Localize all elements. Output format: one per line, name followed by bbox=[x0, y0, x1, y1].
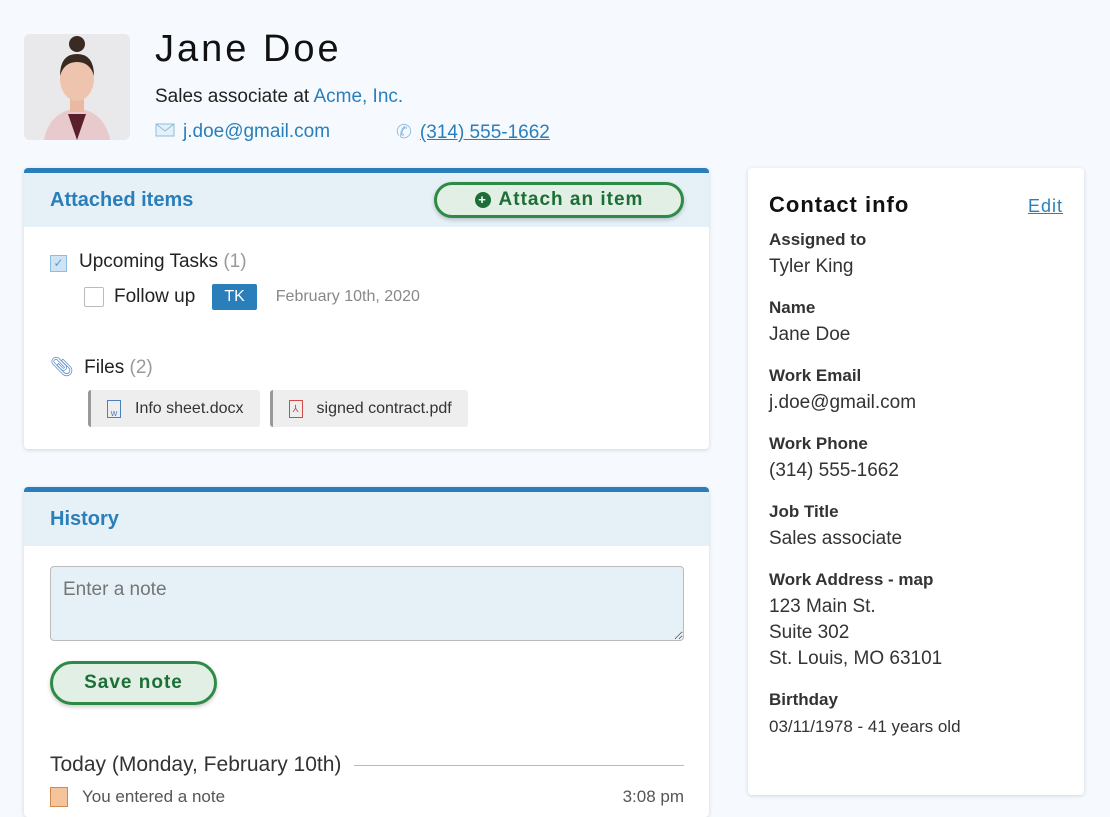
field-value: Sales associate bbox=[769, 528, 903, 549]
save-note-label: Save note bbox=[84, 672, 183, 693]
file-list: w Info sheet.docx ⅄ signed contract.pdf bbox=[88, 390, 468, 427]
field-label: Name bbox=[769, 298, 816, 317]
contact-name: Jane Doe bbox=[155, 28, 342, 70]
task-label: Follow up bbox=[114, 286, 196, 307]
field-value: (314) 555-1662 bbox=[769, 460, 899, 481]
assignee-badge: TK bbox=[212, 284, 257, 310]
contact-info-card: Contact info Edit Assigned to Tyler King … bbox=[748, 168, 1084, 795]
edit-link[interactable]: Edit bbox=[1027, 196, 1063, 216]
tasks-label: Upcoming Tasks bbox=[79, 251, 219, 272]
field-value: j.doe@gmail.com bbox=[769, 392, 917, 413]
phone-icon: ✆ bbox=[396, 122, 412, 143]
field-value: Jane Doe bbox=[769, 324, 851, 345]
task-checkbox[interactable] bbox=[84, 287, 104, 307]
address-line: Suite 302 bbox=[769, 622, 850, 643]
field-label: Assigned to bbox=[769, 230, 867, 249]
day-heading-text: Today (Monday, February 10th) bbox=[50, 753, 342, 776]
phone-text[interactable]: (314) 555-1662 bbox=[419, 122, 550, 143]
contact-info-header: Contact info Edit bbox=[769, 192, 1063, 218]
history-entry: You entered a note 3:08 pm bbox=[50, 787, 684, 807]
history-card: History Save note Today (Monday, Februar… bbox=[24, 487, 709, 817]
email-text[interactable]: j.doe@gmail.com bbox=[183, 121, 331, 142]
contact-info-title: Contact info bbox=[769, 192, 910, 217]
envelope-icon bbox=[155, 123, 175, 137]
email-link[interactable]: j.doe@gmail.com bbox=[155, 121, 330, 143]
pdf-icon: ⅄ bbox=[288, 399, 303, 418]
attached-items-header: Attached items + Attach an item bbox=[24, 173, 709, 227]
file-name: signed contract.pdf bbox=[316, 399, 452, 417]
field-value: 03/11/1978 - 41 years old bbox=[769, 717, 961, 736]
company-link[interactable]: Acme, Inc. bbox=[313, 86, 404, 107]
attached-items-title: Attached items bbox=[50, 188, 194, 211]
files-count: (2) bbox=[129, 357, 153, 378]
word-doc-icon: w bbox=[107, 399, 121, 418]
file-name: Info sheet.docx bbox=[135, 399, 244, 417]
job-line: Sales associate at Acme, Inc. bbox=[155, 86, 403, 108]
field-label[interactable]: Work Address - map bbox=[769, 570, 934, 589]
plus-circle-icon: + bbox=[474, 192, 491, 208]
attached-items-card: Attached items + Attach an item ✓ Upcoming… bbox=[24, 168, 709, 449]
paperclip-icon: 📎︎ bbox=[50, 357, 75, 378]
entry-time: 3:08 pm bbox=[622, 787, 684, 806]
phone-link[interactable]: ✆ (314) 555-1662 bbox=[396, 121, 550, 144]
attach-item-label: Attach an item bbox=[498, 189, 644, 210]
files-label: Files bbox=[84, 357, 125, 378]
avatar bbox=[24, 34, 130, 140]
note-input[interactable] bbox=[50, 566, 684, 641]
attach-item-button[interactable]: + Attach an item bbox=[434, 182, 684, 218]
file-chip[interactable]: ⅄ signed contract.pdf bbox=[269, 390, 468, 427]
entry-text: You entered a note bbox=[82, 787, 226, 806]
field-label: Work Phone bbox=[769, 434, 868, 453]
task-date: February 10th, 2020 bbox=[275, 288, 420, 305]
file-chip[interactable]: w Info sheet.docx bbox=[88, 390, 260, 427]
tasks-count: (1) bbox=[223, 251, 247, 272]
upcoming-tasks: ✓ Upcoming Tasks (1) bbox=[50, 251, 247, 273]
address-line: 123 Main St. bbox=[769, 596, 876, 617]
note-icon bbox=[50, 787, 68, 807]
tasks-checkbox-icon: ✓ bbox=[50, 255, 67, 272]
task-item: Follow up TK February 10th, 2020 bbox=[84, 284, 420, 310]
files-section: 📎︎ Files (2) bbox=[50, 355, 153, 379]
field-label: Birthday bbox=[769, 690, 838, 709]
contact-fields: Assigned to Tyler King Name Jane Doe Work … bbox=[769, 230, 1063, 740]
history-title: History bbox=[50, 507, 119, 530]
field-label: Work Email bbox=[769, 366, 862, 385]
divider bbox=[354, 764, 684, 766]
save-note-button[interactable]: Save note bbox=[50, 661, 217, 705]
address-line: St. Louis, MO 63101 bbox=[769, 648, 943, 669]
field-label: Job Title bbox=[769, 502, 839, 521]
history-header: History bbox=[24, 492, 709, 546]
day-heading: Today (Monday, February 10th) bbox=[50, 753, 684, 777]
role: Sales associate at bbox=[155, 86, 310, 107]
field-value: Tyler King bbox=[769, 256, 854, 277]
